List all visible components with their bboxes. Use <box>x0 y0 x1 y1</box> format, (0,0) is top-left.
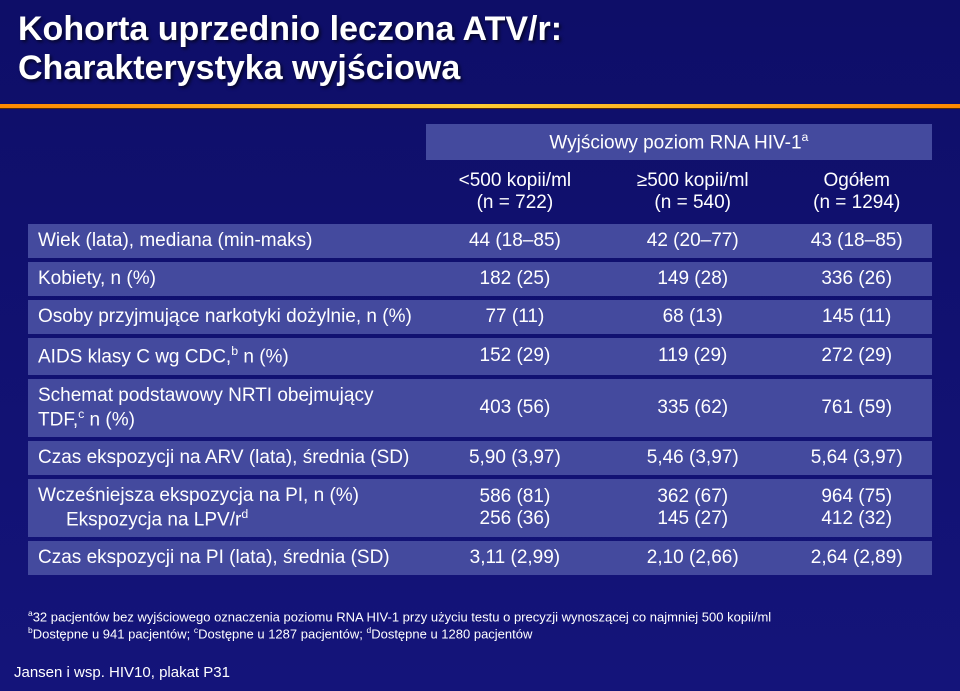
row-label: Czas ekspozycji na PI (lata), średnia (S… <box>28 541 426 575</box>
row-label: Czas ekspozycji na ARV (lata), średnia (… <box>28 441 426 475</box>
row-cell: 152 (29) <box>426 338 604 374</box>
row-cell: 2,64 (2,89) <box>781 541 932 575</box>
footnotes: a32 pacjentów bez wyjściowego oznaczenia… <box>28 608 932 643</box>
band-header-text: Wyjściowy poziom RNA HIV-1 <box>549 132 801 153</box>
table-row: Schemat podstawowy NRTI obejmujący TDF,c… <box>28 379 932 437</box>
row-label: Wiek (lata), mediana (min-maks) <box>28 224 426 258</box>
row-label: Kobiety, n (%) <box>28 262 426 296</box>
table-row: Wiek (lata), mediana (min-maks)44 (18–85… <box>28 224 932 258</box>
band-header-sup: a <box>802 130 809 144</box>
row-cell: 335 (62) <box>604 379 781 437</box>
row-cell: 2,10 (2,66) <box>604 541 781 575</box>
row-cell: 964 (75)412 (32) <box>781 479 932 537</box>
slide-title-line1: Kohorta uprzednio leczona ATV/r: <box>18 10 942 49</box>
table-row: Czas ekspozycji na PI (lata), średnia (S… <box>28 541 932 575</box>
table-row: Kobiety, n (%)182 (25)149 (28)336 (26) <box>28 262 932 296</box>
row-cell: 5,46 (3,97) <box>604 441 781 475</box>
title-rule <box>0 104 960 108</box>
table-band-header: Wyjściowy poziom RNA HIV-1a <box>426 124 932 160</box>
row-cell: 145 (11) <box>781 300 932 334</box>
slide-title-line2: Charakterystyka wyjściowa <box>18 49 942 88</box>
citation: Jansen i wsp. HIV10, plakat P31 <box>14 664 230 681</box>
slide-title-block: Kohorta uprzednio leczona ATV/r: Charakt… <box>18 10 942 88</box>
row-cell: 5,90 (3,97) <box>426 441 604 475</box>
table-row: Osoby przyjmujące narkotyki dożylnie, n … <box>28 300 932 334</box>
row-cell: 403 (56) <box>426 379 604 437</box>
row-cell: 5,64 (3,97) <box>781 441 932 475</box>
row-cell: 44 (18–85) <box>426 224 604 258</box>
row-cell: 42 (20–77) <box>604 224 781 258</box>
row-label: Wcześniejsza ekspozycja na PI, n (%)Eksp… <box>28 479 426 537</box>
table-body: Wiek (lata), mediana (min-maks)44 (18–85… <box>28 224 932 575</box>
table-row: Wcześniejsza ekspozycja na PI, n (%)Eksp… <box>28 479 932 537</box>
characteristics-table: Wyjściowy poziom RNA HIV-1a <500 kopii/m… <box>28 120 932 579</box>
row-cell: 586 (81)256 (36) <box>426 479 604 537</box>
row-cell: 68 (13) <box>604 300 781 334</box>
col-header-2: ≥500 kopii/ml (n = 540) <box>604 164 781 220</box>
row-cell: 362 (67)145 (27) <box>604 479 781 537</box>
table-band-header-row: Wyjściowy poziom RNA HIV-1a <box>28 124 932 160</box>
row-cell: 272 (29) <box>781 338 932 374</box>
footnote-a: a32 pacjentów bez wyjściowego oznaczenia… <box>28 608 932 626</box>
table-column-headers: <500 kopii/ml (n = 722) ≥500 kopii/ml (n… <box>28 164 932 220</box>
row-cell: 761 (59) <box>781 379 932 437</box>
table-row: Czas ekspozycji na ARV (lata), średnia (… <box>28 441 932 475</box>
col-header-1: <500 kopii/ml (n = 722) <box>426 164 604 220</box>
row-cell: 182 (25) <box>426 262 604 296</box>
row-cell: 77 (11) <box>426 300 604 334</box>
row-cell: 119 (29) <box>604 338 781 374</box>
row-label: AIDS klasy C wg CDC,b n (%) <box>28 338 426 374</box>
table-row: AIDS klasy C wg CDC,b n (%)152 (29)119 (… <box>28 338 932 374</box>
row-label: Schemat podstawowy NRTI obejmujący TDF,c… <box>28 379 426 437</box>
table-empty-header <box>28 124 426 160</box>
col-header-3: Ogółem (n = 1294) <box>781 164 932 220</box>
row-cell: 149 (28) <box>604 262 781 296</box>
characteristics-table-wrap: Wyjściowy poziom RNA HIV-1a <500 kopii/m… <box>28 120 932 579</box>
row-cell: 3,11 (2,99) <box>426 541 604 575</box>
row-cell: 43 (18–85) <box>781 224 932 258</box>
row-label: Osoby przyjmujące narkotyki dożylnie, n … <box>28 300 426 334</box>
footnote-bcd: bDostępne u 941 pacjentów; cDostępne u 1… <box>28 625 932 643</box>
row-cell: 336 (26) <box>781 262 932 296</box>
